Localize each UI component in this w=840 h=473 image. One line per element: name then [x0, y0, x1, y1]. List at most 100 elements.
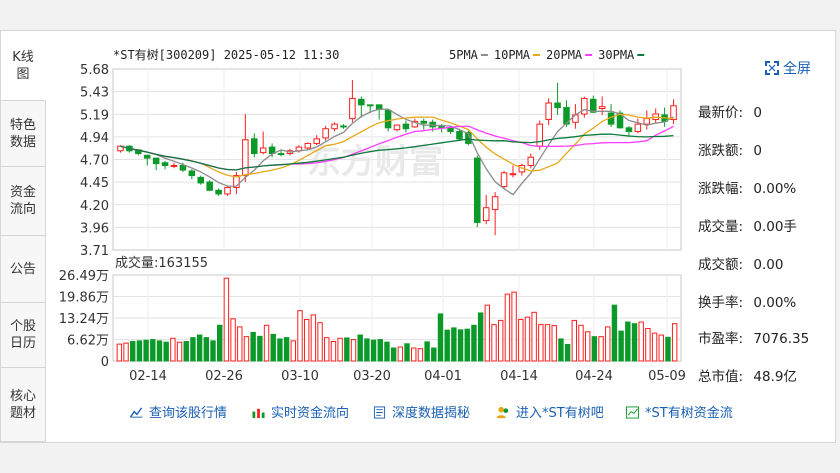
volume-bar: [390, 347, 397, 362]
quick-link-3[interactable]: 深度数据揭秘: [372, 402, 470, 421]
volume-bar: [457, 329, 464, 362]
side-tab-label: 公告: [9, 261, 36, 277]
quick-link-4[interactable]: 进入*ST有树吧: [496, 402, 604, 421]
volume-bar: [611, 304, 618, 362]
quick-link-label: 深度数据揭秘: [392, 406, 471, 421]
price-axis-label: 3.71: [80, 244, 109, 259]
side-tab-5[interactable]: 个股日历: [1, 303, 45, 368]
volume-bar: [477, 312, 484, 362]
candle-body: [456, 130, 463, 140]
volume-bar: [564, 343, 571, 362]
info-label: 总市值:: [698, 369, 744, 385]
candle-body: [554, 102, 561, 109]
candle-body: [482, 207, 490, 222]
volume-bar: [123, 342, 129, 362]
volume-bar: [417, 348, 424, 362]
candle-body: [161, 162, 169, 166]
fullscreen-label: 全屏: [783, 61, 811, 77]
info-value: 0.00: [749, 257, 784, 273]
ma-legend-2: 10PMA: [494, 48, 531, 62]
volume-bar: [437, 313, 444, 362]
volume-bar: [344, 337, 350, 362]
candle-body: [304, 142, 312, 149]
volume-bar: [484, 304, 491, 362]
info-row: 总市值: 48.9亿: [698, 365, 797, 385]
side-tab-2[interactable]: 特色数据: [1, 101, 45, 167]
volume-bar: [397, 346, 404, 362]
candle-body: [233, 175, 240, 189]
side-tab-4[interactable]: 公告: [1, 236, 45, 303]
money-flow-icon: [626, 406, 639, 419]
volume-bar: [424, 341, 430, 362]
candle-body: [366, 104, 374, 107]
kline-chart[interactable]: *ST有树[300209] 2025-05-12 11:30 5PMA 10PMA 2…: [45, 31, 695, 411]
volume-bar: [431, 347, 437, 362]
ma-legend-1: 5PMA: [449, 48, 479, 62]
candle-body: [259, 147, 267, 154]
info-label: 成交量:: [698, 219, 744, 235]
volume-bar: [310, 314, 317, 362]
candle-body: [224, 187, 231, 195]
info-label: 最新价:: [698, 105, 744, 121]
volume-bar: [645, 328, 651, 362]
volume-bar: [170, 337, 176, 362]
info-value: 0: [749, 105, 762, 121]
candle-body: [447, 127, 454, 132]
price-axis-label: 3.96: [80, 221, 109, 236]
candle-body: [277, 153, 285, 156]
candle-body: [616, 112, 624, 129]
candle-body: [598, 106, 606, 110]
candle-body: [358, 98, 365, 106]
volume-bar: [317, 322, 323, 362]
users-icon: [496, 406, 509, 419]
volume-bar: [263, 324, 270, 362]
volume-bar: [531, 311, 537, 362]
candle-body: [545, 102, 552, 121]
volume-bar: [618, 330, 624, 362]
candle-body: [491, 196, 499, 211]
volume-bar: [558, 338, 564, 362]
volume-bar: [230, 318, 236, 362]
candle-body: [500, 172, 508, 188]
quick-link-2[interactable]: 实时资金流向: [251, 402, 349, 421]
volume-bar: [183, 341, 189, 362]
date-label: 05-09: [648, 369, 686, 384]
candle-body: [170, 164, 178, 167]
volume-bar: [243, 336, 250, 362]
candle-body: [411, 120, 419, 128]
volume-bar: [598, 336, 604, 362]
volume-bar: [190, 337, 196, 362]
info-value: 0.00%: [749, 181, 797, 197]
side-tab-label: 资金流向: [9, 185, 36, 217]
volume-bar: [491, 324, 497, 362]
candle-body: [402, 123, 410, 130]
volume-bar: [330, 341, 337, 362]
candle-body: [625, 127, 633, 132]
quick-link-5[interactable]: *ST有树资金流: [625, 402, 733, 421]
info-label: 市盈率:: [698, 331, 744, 347]
side-tab-3[interactable]: 资金流向: [1, 167, 45, 236]
quick-link-1[interactable]: 查询该股行情: [129, 402, 227, 421]
side-tab-label: K线图: [12, 49, 34, 82]
ma-legend-3: 20PMA: [546, 48, 583, 62]
candle-body: [188, 170, 196, 177]
volume-bar: [136, 340, 143, 362]
expand-icon: [765, 61, 779, 75]
candle-body: [581, 97, 588, 115]
side-tab-6[interactable]: 核心题材: [1, 368, 45, 442]
date-label: 02-14: [129, 369, 167, 384]
volume-bar: [625, 321, 631, 362]
volume-title: 成交量:163155: [115, 255, 208, 271]
ma-line-10pma: [120, 113, 674, 178]
side-tab-1[interactable]: K线图: [1, 31, 46, 101]
volume-bar: [605, 326, 611, 362]
volume-axis-label: 26.49万: [59, 269, 109, 284]
volume-bar: [518, 318, 524, 362]
volume-bar: [337, 337, 343, 362]
volume-bar: [544, 324, 551, 362]
volume-bar: [130, 341, 136, 362]
volume-bar: [671, 323, 678, 362]
info-row: 成交额: 0.00: [698, 253, 783, 273]
fullscreen-button[interactable]: 全屏: [765, 58, 811, 78]
price-axis-label: 4.94: [80, 131, 109, 146]
